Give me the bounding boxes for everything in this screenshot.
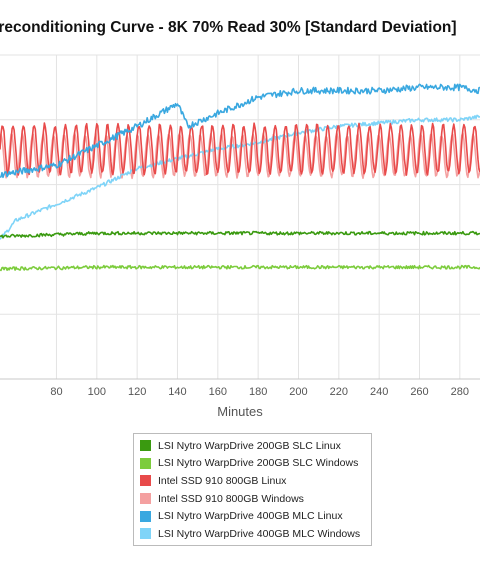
series-line xyxy=(0,264,480,272)
x-axis-title: Minutes xyxy=(217,404,263,419)
legend-swatch xyxy=(140,475,151,487)
x-tick-label: 200 xyxy=(289,386,307,398)
legend-label: Intel SSD 910 800GB Linux xyxy=(158,474,287,487)
x-tick-label: 80 xyxy=(50,386,62,398)
series-line xyxy=(0,83,480,179)
legend-label: LSI Nytro WarpDrive 400GB MLC Linux xyxy=(158,510,343,523)
legend-item[interactable]: LSI Nytro WarpDrive 400GB MLC Windows xyxy=(140,525,365,543)
x-tick-label: 280 xyxy=(451,386,469,398)
legend-label: LSI Nytro WarpDrive 200GB SLC Windows xyxy=(158,457,359,470)
chart-title: Preconditioning Curve - 8K 70% Read 30% … xyxy=(0,19,457,36)
legend-swatch xyxy=(140,440,151,452)
legend-item[interactable]: LSI Nytro WarpDrive 200GB SLC Linux xyxy=(140,437,365,455)
legend-item[interactable]: LSI Nytro WarpDrive 200GB SLC Windows xyxy=(140,455,365,473)
x-tick-label: 140 xyxy=(168,386,186,398)
series-line xyxy=(0,230,480,239)
series-line xyxy=(0,122,480,176)
legend-item[interactable]: LSI Nytro WarpDrive 400GB MLC Linux xyxy=(140,507,365,525)
legend-item[interactable]: Intel SSD 910 800GB Linux xyxy=(140,472,365,490)
x-tick-label: 120 xyxy=(128,386,146,398)
axis-layer: 80 100 120 140 160 180 200 220 240 260 280 xyxy=(0,378,480,398)
series-line xyxy=(0,114,480,240)
x-tick-label: 180 xyxy=(249,386,267,398)
legend-swatch xyxy=(140,510,151,522)
legend-swatch xyxy=(140,528,151,540)
chart-legend: LSI Nytro WarpDrive 200GB SLC Linux LSI N… xyxy=(133,433,372,546)
legend-label: LSI Nytro WarpDrive 200GB SLC Linux xyxy=(158,439,341,452)
x-tick-label: 220 xyxy=(330,386,348,398)
legend-swatch xyxy=(140,457,151,469)
x-tick-label: 100 xyxy=(88,386,106,398)
legend-label: Intel SSD 910 800GB Windows xyxy=(158,492,304,505)
grid-layer xyxy=(0,54,480,380)
x-tick-label: 240 xyxy=(370,386,388,398)
legend-swatch xyxy=(140,493,151,505)
legend-label: LSI Nytro WarpDrive 400GB MLC Windows xyxy=(158,527,361,540)
x-tick-label: 160 xyxy=(209,386,227,398)
x-tick-label: 260 xyxy=(410,386,428,398)
legend-item[interactable]: Intel SSD 910 800GB Windows xyxy=(140,490,365,508)
series-layer xyxy=(0,83,480,272)
